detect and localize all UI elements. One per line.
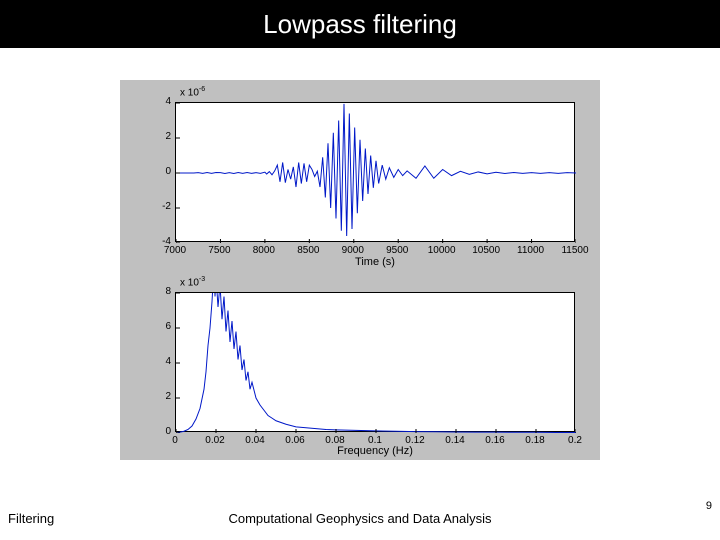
panel1-xlabel: Time (s) [355,256,395,268]
xtick-label: 0.06 [285,435,304,446]
ytick-label: 0 [165,426,171,437]
frequency-spectrum-plot [175,292,575,432]
page-number: 9 [706,500,712,512]
xtick-label: 0.02 [205,435,224,446]
panel1-exponent: x 10-6 [180,86,205,98]
ytick-label: 6 [165,321,171,332]
xtick-label: 10500 [472,245,500,256]
xtick-label: 0.18 [525,435,544,446]
panel2-xlabel: Frequency (Hz) [337,445,413,457]
figure-area: x 10-6 x 10-3 -4-20247000750080008500900… [120,80,600,460]
time-series-plot [175,102,575,242]
ytick-label: 8 [165,286,171,297]
panel2-exponent: x 10-3 [180,276,205,288]
xtick-label: 10000 [428,245,456,256]
xtick-label: 9500 [386,245,408,256]
footer-topic: Filtering [8,511,54,526]
xtick-label: 7500 [208,245,230,256]
xtick-label: 9000 [342,245,364,256]
footer-course: Computational Geophysics and Data Analys… [228,511,491,526]
ytick-label: 4 [165,96,171,107]
slide-title-bar: Lowpass filtering [0,0,720,48]
ytick-label: 2 [165,131,171,142]
xtick-label: 7000 [164,245,186,256]
ytick-label: 2 [165,391,171,402]
xtick-label: 0.14 [445,435,464,446]
ytick-label: 4 [165,356,171,367]
xtick-label: 8000 [253,245,275,256]
ytick-label: 0 [165,166,171,177]
xtick-label: 0.2 [568,435,582,446]
ytick-label: -2 [162,201,171,212]
slide-title: Lowpass filtering [263,9,457,40]
xtick-label: 0 [172,435,178,446]
xtick-label: 0.16 [485,435,504,446]
xtick-label: 8500 [297,245,319,256]
xtick-label: 0.04 [245,435,264,446]
xtick-label: 11500 [561,245,588,256]
xtick-label: 11000 [517,245,544,256]
